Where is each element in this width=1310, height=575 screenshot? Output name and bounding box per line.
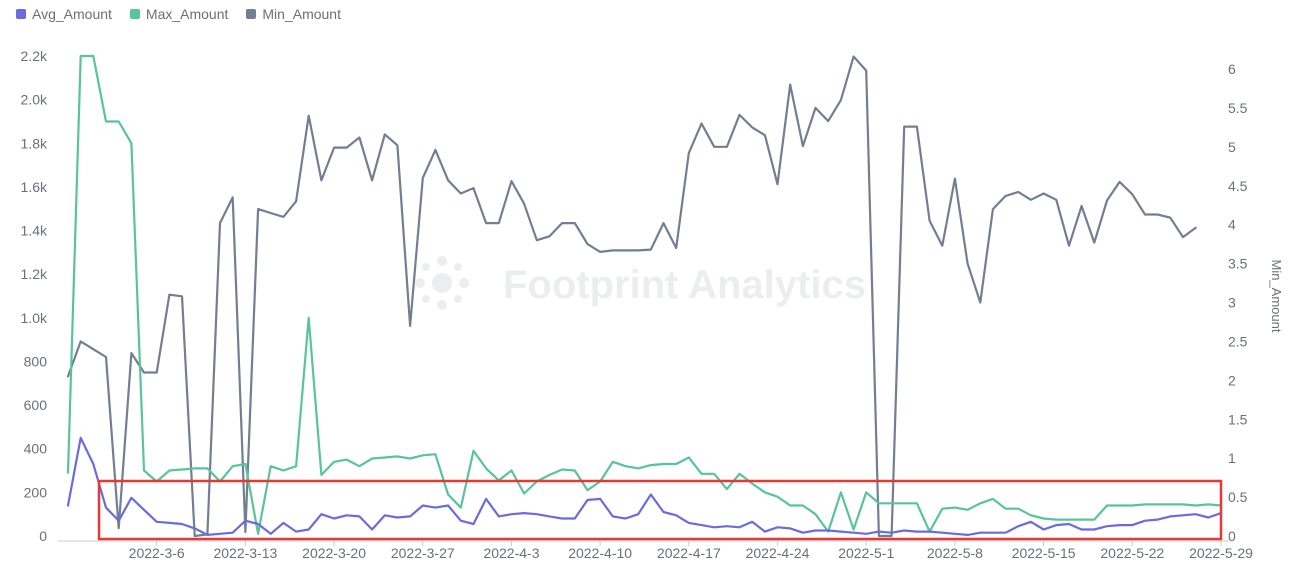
y-right-tick-label: 3.5	[1228, 256, 1248, 272]
y-left-tick-label: 600	[24, 397, 48, 413]
x-tick-label: 2022-5-8	[927, 545, 983, 561]
watermark-text: Footprint Analytics	[503, 263, 866, 307]
legend-label-max-amount: Max_Amount	[145, 6, 229, 22]
y-right-tick-label: 0	[1228, 528, 1236, 544]
y-right-tick-label: 1	[1228, 450, 1236, 466]
y-axis-left: 0 200 400 600 800 1.0k 1.2k 1.4k 1.6k 1.8k 2.0k 2.2…	[21, 48, 48, 544]
x-tick-label: 2022-4-24	[746, 545, 810, 561]
y-right-tick-label: 1.5	[1228, 411, 1248, 427]
legend-swatch-min-amount	[246, 9, 257, 19]
y-left-tick-label: 200	[24, 484, 48, 500]
x-tick-label: 2022-4-10	[568, 545, 632, 561]
series-lines	[66, 54, 1223, 538]
y-axis-right: 0 0.5 1 1.5 2 2.5 3 3.5 4 4.5 5 5.5 6	[1228, 61, 1248, 544]
y-left-tick-label: 800	[24, 353, 48, 369]
y-left-tick-label: 2.0k	[21, 92, 48, 108]
x-tick-label: 2022-3-6	[129, 545, 185, 561]
legend: Avg_Amount Max_Amount Min_Amount	[16, 6, 341, 22]
y-left-tick-label: 400	[24, 441, 48, 457]
y-right-tick-label: 2.5	[1228, 333, 1248, 349]
legend-item-max-amount[interactable]: Max_Amount	[129, 6, 229, 22]
y-left-tick-label: 0	[39, 528, 47, 544]
x-tick-label: 2022-5-15	[1012, 545, 1076, 561]
y-right-tick-label: 0.5	[1228, 489, 1248, 505]
y-right-tick-label: 3	[1228, 295, 1236, 311]
legend-label-min-amount: Min_Amount	[262, 6, 341, 22]
legend-item-avg-amount[interactable]: Avg_Amount	[16, 6, 112, 22]
x-axis: 2022-3-6 2022-3-13 2022-3-20 2022-3-27 2022-…	[58, 540, 1253, 561]
x-tick-label: 2022-5-29	[1189, 545, 1253, 561]
series-line-min-amount[interactable]	[66, 55, 1197, 538]
x-tick-label: 2022-3-27	[391, 545, 455, 561]
legend-label-avg-amount: Avg_Amount	[32, 6, 112, 22]
y-right-tick-label: 6	[1228, 61, 1236, 77]
y-left-tick-label: 1.6k	[21, 179, 48, 195]
x-tick-label: 2022-5-22	[1100, 545, 1164, 561]
legend-swatch-avg-amount	[16, 9, 26, 19]
y-left-tick-label: 2.2k	[21, 48, 48, 64]
y-right-tick-label: 5.5	[1228, 100, 1248, 116]
y-right-tick-label: 2	[1228, 372, 1236, 388]
x-tick-label: 2022-3-13	[213, 545, 277, 561]
series-line-avg-amount[interactable]	[66, 436, 1223, 537]
series-line-max-amount[interactable]	[66, 54, 1223, 535]
legend-swatch-max-amount	[129, 9, 140, 19]
y-left-tick-label: 1.0k	[21, 310, 48, 326]
x-tick-label: 2022-4-17	[657, 545, 721, 561]
y-right-tick-label: 4	[1228, 217, 1236, 233]
y-left-tick-label: 1.4k	[21, 223, 48, 239]
y-right-tick-label: 4.5	[1228, 178, 1248, 194]
y-right-tick-label: 5	[1228, 139, 1236, 155]
watermark: Footprint Analytics	[415, 256, 866, 310]
legend-item-min-amount[interactable]: Min_Amount	[246, 6, 341, 22]
x-tick-label: 2022-3-20	[302, 545, 366, 561]
y-left-tick-label: 1.2k	[21, 266, 48, 282]
y-left-tick-label: 1.8k	[21, 135, 48, 151]
highlight-box	[97, 479, 1223, 541]
x-tick-label: 2022-5-1	[838, 545, 894, 561]
y-axis-right-title: Min_Amount	[1269, 260, 1284, 333]
footprint-logo-icon	[415, 256, 469, 310]
x-tick-label: 2022-4-3	[483, 545, 539, 561]
